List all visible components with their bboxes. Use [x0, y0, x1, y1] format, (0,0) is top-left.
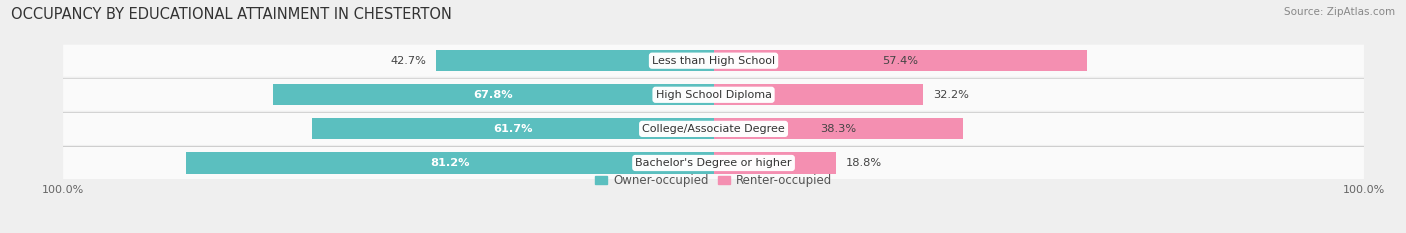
Text: 38.3%: 38.3% [820, 124, 856, 134]
Text: Less than High School: Less than High School [652, 56, 775, 66]
FancyBboxPatch shape [63, 79, 1364, 111]
Text: 42.7%: 42.7% [391, 56, 426, 66]
Bar [713, 50, 1087, 71]
Bar [713, 118, 963, 140]
Bar [713, 152, 835, 174]
Bar [186, 152, 713, 174]
Bar [273, 84, 713, 105]
Text: High School Diploma: High School Diploma [655, 90, 772, 100]
FancyBboxPatch shape [63, 113, 1364, 145]
Text: 81.2%: 81.2% [430, 158, 470, 168]
Text: Bachelor's Degree or higher: Bachelor's Degree or higher [636, 158, 792, 168]
FancyBboxPatch shape [63, 45, 1364, 77]
Bar [436, 50, 713, 71]
Bar [713, 84, 922, 105]
Bar [312, 118, 713, 140]
Text: 57.4%: 57.4% [882, 56, 918, 66]
FancyBboxPatch shape [63, 147, 1364, 179]
Text: 67.8%: 67.8% [474, 90, 513, 100]
Legend: Owner-occupied, Renter-occupied: Owner-occupied, Renter-occupied [595, 174, 832, 187]
Text: 18.8%: 18.8% [845, 158, 882, 168]
Text: 61.7%: 61.7% [494, 124, 533, 134]
Text: Source: ZipAtlas.com: Source: ZipAtlas.com [1284, 7, 1395, 17]
Text: College/Associate Degree: College/Associate Degree [643, 124, 785, 134]
Text: OCCUPANCY BY EDUCATIONAL ATTAINMENT IN CHESTERTON: OCCUPANCY BY EDUCATIONAL ATTAINMENT IN C… [11, 7, 453, 22]
Text: 32.2%: 32.2% [932, 90, 969, 100]
